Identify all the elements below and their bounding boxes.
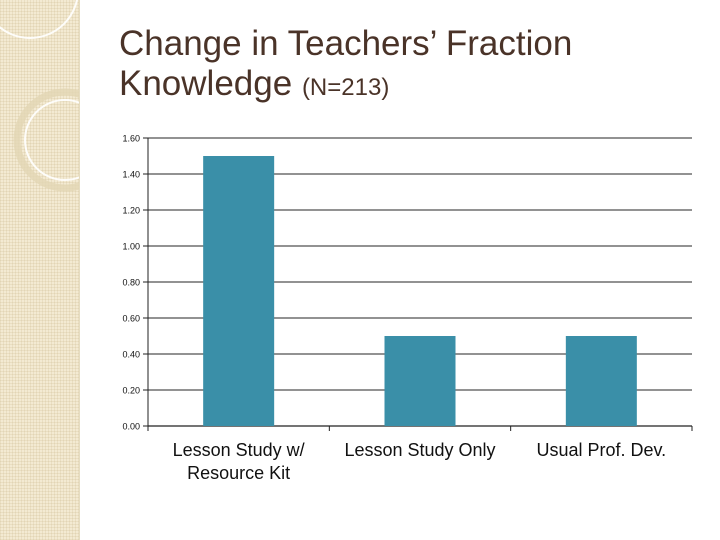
slide-title: Change in Teachers’ Fraction Knowledge (…	[119, 24, 699, 108]
slide-title-main: Change in Teachers’ Fraction Knowledge	[119, 24, 573, 103]
y-tick-label: 1.00	[122, 242, 140, 252]
x-category-label: Lesson Study w/Resource Kit	[172, 440, 305, 483]
bar	[203, 156, 275, 426]
decorative-sidebar	[0, 0, 80, 540]
slide-title-sample-size: (N=213)	[301, 74, 390, 101]
bar	[384, 336, 456, 426]
y-tick-label: 0.60	[122, 314, 140, 324]
y-tick-label: 1.20	[122, 206, 140, 216]
x-category-label: Lesson Study Only	[344, 440, 496, 460]
decorative-circles	[0, 0, 79, 192]
y-tick-label: 1.60	[122, 134, 140, 144]
y-tick-label: 1.40	[122, 170, 140, 180]
y-tick-label: 0.00	[122, 422, 140, 432]
bar	[565, 336, 637, 426]
x-category-label: Usual Prof. Dev.	[536, 440, 667, 460]
y-tick-label: 0.80	[122, 278, 140, 288]
y-tick-label: 0.20	[122, 386, 140, 396]
y-tick-label: 0.40	[122, 350, 140, 360]
